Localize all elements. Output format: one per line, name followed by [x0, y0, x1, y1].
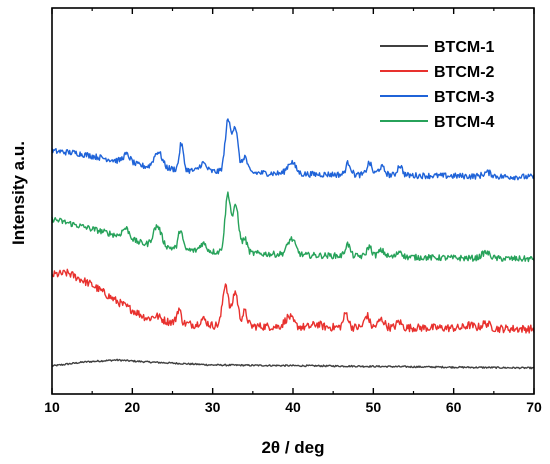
series-line-btcm-1: [51, 358, 535, 370]
legend-label-btcm-2: BTCM-2: [434, 64, 495, 81]
series-line-btcm-2: [51, 268, 535, 334]
x-axis-title: 2θ / deg: [261, 438, 324, 457]
legend-label-btcm-3: BTCM-3: [434, 89, 495, 106]
x-tick-label: 50: [366, 399, 382, 415]
series-line-btcm-3: [51, 118, 535, 181]
series-layer: [51, 118, 535, 370]
x-tick-label: 20: [125, 399, 141, 415]
legend-label-btcm-4: BTCM-4: [434, 114, 495, 131]
y-axis-title: Intensity a.u.: [9, 141, 28, 245]
x-tick-label: 30: [205, 399, 221, 415]
x-tick-label: 10: [44, 399, 60, 415]
x-tick-label: 70: [526, 399, 542, 415]
legend-label-btcm-1: BTCM-1: [434, 39, 495, 56]
legend: BTCM-1 BTCM-2 BTCM-3 BTCM-4: [380, 39, 495, 131]
series-line-btcm-4: [51, 191, 535, 263]
x-tick-label: 40: [285, 399, 301, 415]
tick-layer: 10 20 30 40 50 60 70: [44, 8, 542, 415]
x-tick-label: 60: [446, 399, 462, 415]
